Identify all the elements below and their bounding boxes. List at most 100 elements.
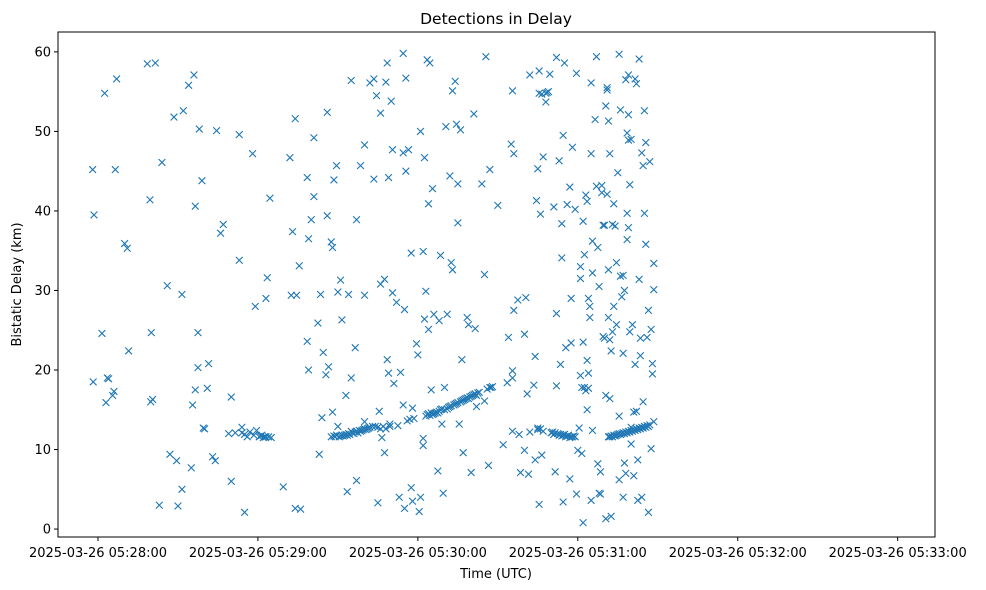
data-point	[575, 424, 583, 432]
data-point	[610, 199, 618, 208]
data-point	[166, 450, 174, 459]
data-point	[376, 109, 385, 117]
data-point	[163, 281, 172, 290]
data-point	[310, 133, 318, 142]
data-point	[291, 114, 300, 123]
data-point	[620, 286, 629, 295]
data-point	[576, 274, 585, 283]
data-point	[640, 106, 649, 115]
data-point	[604, 265, 613, 274]
data-point	[508, 427, 517, 436]
data-point	[475, 388, 483, 397]
data-point	[542, 98, 550, 106]
data-point	[422, 287, 430, 296]
data-point	[546, 70, 554, 78]
data-point	[227, 393, 236, 401]
data-point	[304, 234, 313, 243]
data-point	[621, 469, 630, 478]
x-tick-label: 2025-03-26 05:28:00	[29, 546, 167, 561]
data-point	[251, 302, 260, 311]
data-point	[430, 310, 438, 319]
data-point	[514, 296, 522, 304]
data-point	[174, 502, 182, 510]
data-point	[334, 422, 342, 431]
data-point	[179, 106, 188, 115]
data-point	[143, 60, 152, 68]
data-point	[641, 240, 650, 249]
data-point	[524, 470, 533, 478]
data-point	[447, 401, 455, 410]
data-point	[111, 165, 120, 174]
data-point	[470, 110, 478, 118]
data-point	[625, 328, 634, 336]
data-point	[88, 165, 97, 174]
data-point	[383, 355, 391, 364]
data-point	[356, 161, 365, 170]
data-point	[419, 247, 427, 256]
data-point	[629, 408, 638, 416]
data-point	[120, 239, 129, 248]
data-point	[504, 333, 513, 342]
data-point	[187, 464, 196, 472]
data-point	[647, 325, 655, 334]
data-point	[452, 120, 461, 129]
data-point	[370, 175, 378, 183]
data-point	[606, 149, 614, 158]
data-point	[530, 381, 538, 389]
data-point	[200, 425, 209, 433]
data-point	[645, 157, 654, 166]
data-point	[635, 275, 643, 284]
data-point	[588, 269, 597, 277]
data-point	[617, 293, 626, 301]
data-point	[327, 238, 336, 246]
data-point	[624, 223, 633, 232]
data-point	[380, 275, 389, 284]
data-point	[648, 370, 657, 378]
x-axis: 2025-03-26 05:28:00 2025-03-26 05:29:00 20…	[29, 537, 967, 561]
data-point	[603, 86, 611, 94]
data-point	[583, 405, 591, 414]
data-point	[548, 428, 557, 436]
data-point	[480, 397, 489, 405]
data-point	[482, 52, 490, 61]
y-tick-label: 20	[34, 363, 51, 378]
data-point	[544, 87, 553, 96]
data-point	[151, 59, 160, 67]
y-tick-label: 50	[34, 125, 51, 140]
data-point	[627, 440, 635, 448]
data-point	[471, 324, 479, 333]
data-point	[621, 75, 630, 84]
data-point	[463, 313, 471, 322]
data-point	[508, 374, 517, 382]
data-point	[612, 320, 621, 329]
plot-frame	[57, 31, 936, 538]
data-point	[407, 483, 415, 492]
data-point	[322, 370, 330, 379]
data-point	[439, 489, 447, 498]
data-point	[328, 408, 337, 416]
data-point	[392, 298, 401, 307]
data-point	[402, 167, 410, 175]
data-point	[636, 334, 645, 342]
data-point	[399, 401, 407, 409]
data-point	[639, 161, 647, 170]
data-point	[330, 176, 338, 184]
data-point	[572, 69, 581, 78]
data-point	[607, 347, 615, 355]
data-point	[552, 53, 561, 62]
data-point	[615, 475, 623, 484]
data-point	[526, 428, 534, 436]
data-point	[404, 145, 413, 154]
data-point	[316, 290, 325, 299]
data-point	[600, 334, 609, 342]
data-point	[170, 113, 178, 121]
data-point	[304, 366, 313, 374]
data-point	[387, 97, 395, 105]
data-point	[238, 423, 246, 432]
data-point	[315, 450, 324, 459]
data-point	[567, 339, 575, 347]
data-point	[534, 424, 542, 432]
data-point	[424, 199, 433, 208]
data-point	[510, 149, 518, 158]
data-point	[616, 106, 625, 114]
